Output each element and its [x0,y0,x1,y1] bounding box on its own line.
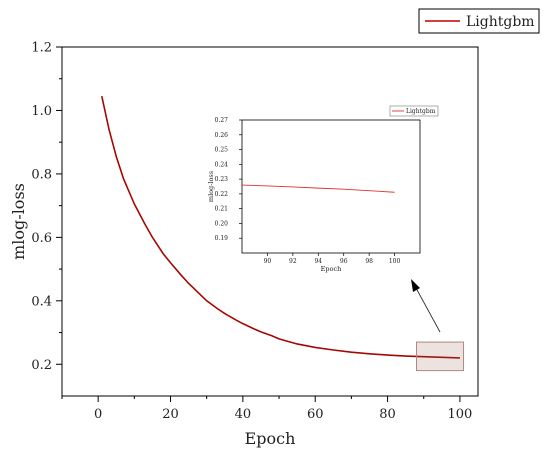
main-y-tick-label: 1.0 [31,104,52,119]
main-x-tick-label: 60 [307,407,324,422]
inset-x-tick-label: 90 [264,258,272,265]
inset-x-tick-label: 94 [314,258,322,265]
main-y-tick-label: 0.8 [31,167,52,182]
main-y-tick-label: 0.2 [31,358,52,373]
main-x-axis-label: Epoch [245,429,296,448]
main-x-tick-label: 20 [162,407,179,422]
inset-y-tick-label: 0.23 [215,176,229,183]
main-x-tick-label: 40 [235,407,252,422]
zoom-arrow-shaft [415,287,441,333]
inset-legend: Lightgbm [389,105,439,117]
main-plot-frame [61,46,479,397]
main-y-tick-label: 1.2 [31,41,52,56]
main-series-line-shadow [101,96,460,359]
zoom-highlight-box [416,341,465,372]
inset-series-line-lightgbm [241,184,395,193]
main-x-tick-label: 80 [379,407,396,422]
inset-y-axis-label: mlog-loss [207,171,215,202]
inset-legend-box [389,105,439,117]
main-x-tick-label: 100 [447,407,472,422]
inset-x-tick-label: 92 [289,258,297,265]
inset-y-tick-label: 0.20 [215,220,229,227]
inset-x-tick-label: 98 [365,258,373,265]
main-legend-label: Lightgbm [466,14,535,30]
main-y-axis-label: mlog-loss [9,183,28,260]
inset-background [208,96,452,276]
inset-y-tick-label: 0.27 [215,117,229,124]
inset-y-tick-label: 0.26 [215,132,229,139]
zoom-arrow-head [411,279,420,292]
main-y-tick-label: 0.6 [31,231,52,246]
main-y-tick-label: 0.4 [31,294,52,309]
inset-y-tick-label: 0.19 [215,235,229,242]
main-x-tick-label: 0 [94,407,102,422]
inset-y-tick-label: 0.24 [215,161,229,168]
inset-legend-label: Lightgbm [406,108,436,115]
inset-y-tick-label: 0.25 [215,147,229,154]
inset-y-tick-label: 0.21 [215,206,228,213]
main-legend: Lightgbm [418,8,540,34]
inset-x-axis-label: Epoch [321,265,342,273]
inset-x-tick-label: 96 [340,258,348,265]
zoom-arrow [411,279,441,333]
inset-y-tick-label: 0.22 [215,191,229,198]
inset-plot-frame [241,119,421,254]
inset-x-tick-label: 100 [389,258,401,265]
